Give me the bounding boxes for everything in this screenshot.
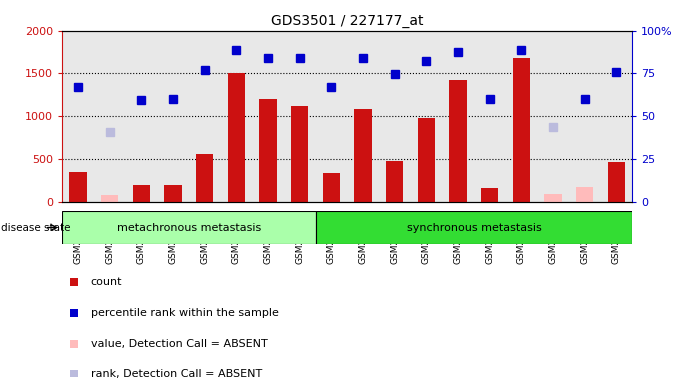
Bar xyxy=(196,154,214,202)
Bar xyxy=(220,31,252,202)
Bar xyxy=(442,31,474,202)
Bar xyxy=(417,118,435,202)
Bar xyxy=(569,31,600,202)
Text: value, Detection Call = ABSENT: value, Detection Call = ABSENT xyxy=(91,339,267,349)
Title: GDS3501 / 227177_at: GDS3501 / 227177_at xyxy=(271,14,424,28)
Bar xyxy=(354,109,372,202)
Text: synchronous metastasis: synchronous metastasis xyxy=(406,222,541,233)
Text: count: count xyxy=(91,277,122,287)
Bar xyxy=(481,187,498,202)
Bar xyxy=(386,161,404,202)
Bar xyxy=(189,31,220,202)
Bar xyxy=(347,31,379,202)
Bar xyxy=(252,31,284,202)
Bar xyxy=(506,31,538,202)
Bar xyxy=(133,185,150,202)
Bar xyxy=(600,31,632,202)
Bar xyxy=(227,73,245,202)
Bar xyxy=(291,106,308,202)
Text: disease state: disease state xyxy=(1,222,70,233)
Bar xyxy=(379,31,410,202)
Bar xyxy=(164,185,182,202)
Bar xyxy=(545,194,562,202)
Bar xyxy=(101,195,118,202)
Bar xyxy=(158,31,189,202)
Text: metachronous metastasis: metachronous metastasis xyxy=(117,222,261,233)
Bar xyxy=(323,174,340,202)
Bar xyxy=(62,211,316,244)
Bar xyxy=(62,31,94,202)
Text: rank, Detection Call = ABSENT: rank, Detection Call = ABSENT xyxy=(91,369,262,379)
Bar xyxy=(69,172,87,202)
Bar xyxy=(576,187,594,202)
Bar xyxy=(513,58,530,202)
Bar xyxy=(607,162,625,202)
Bar xyxy=(259,99,277,202)
Bar xyxy=(538,31,569,202)
Bar xyxy=(410,31,442,202)
Bar xyxy=(284,31,316,202)
Bar xyxy=(316,31,347,202)
Bar xyxy=(126,31,157,202)
Bar xyxy=(474,31,506,202)
Bar xyxy=(94,31,126,202)
Bar xyxy=(316,211,632,244)
Text: percentile rank within the sample: percentile rank within the sample xyxy=(91,308,278,318)
Bar xyxy=(449,80,467,202)
